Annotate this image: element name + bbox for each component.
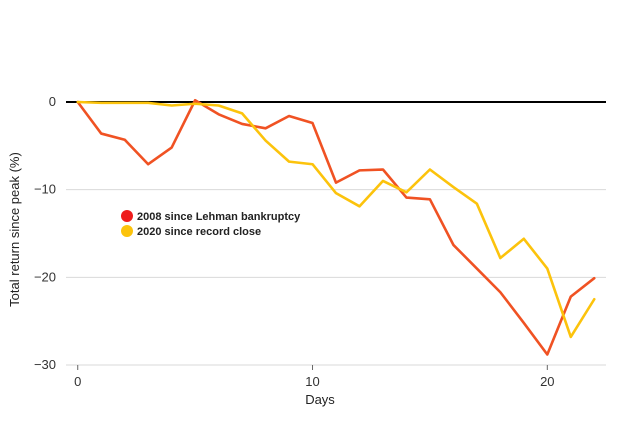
- y-tick-label: −20: [34, 269, 56, 284]
- x-axis-ticks: 0 10 20: [74, 365, 555, 389]
- gridlines: [66, 189, 606, 366]
- x-axis-title: Days: [305, 392, 335, 407]
- series-line-2008: [76, 98, 596, 356]
- legend-marker-2020: [121, 225, 133, 237]
- x-tick-label: 10: [305, 374, 319, 389]
- legend-marker-2008: [121, 210, 133, 222]
- y-tick-label: −30: [34, 357, 56, 372]
- x-tick-label: 0: [74, 374, 81, 389]
- y-axis-ticks: 0 −10 −20 −30: [34, 94, 56, 372]
- y-tick-label: −10: [34, 182, 56, 197]
- series-line-2020: [76, 100, 596, 339]
- y-axis-title: Total return since peak (%): [7, 152, 22, 307]
- y-tick-label: 0: [49, 94, 56, 109]
- legend-label-2008: 2008 since Lehman bankruptcy: [137, 211, 301, 223]
- legend-label-2020: 2020 since record close: [137, 226, 261, 238]
- x-tick-label: 20: [540, 374, 554, 389]
- series-lines: [76, 98, 596, 356]
- legend: 2008 since Lehman bankruptcy 2020 since …: [121, 210, 301, 238]
